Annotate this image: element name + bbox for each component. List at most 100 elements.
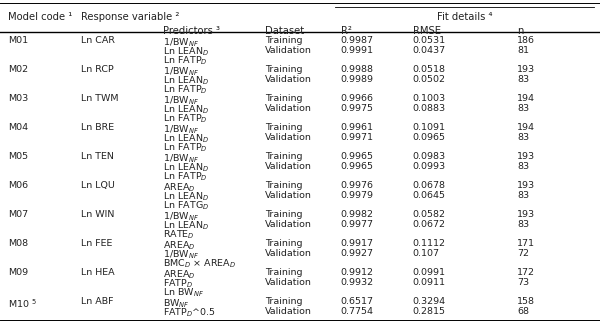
Text: M01: M01 <box>8 36 28 45</box>
Text: M04: M04 <box>8 123 28 132</box>
Text: 0.0518: 0.0518 <box>413 65 446 74</box>
Text: Training: Training <box>265 210 303 219</box>
Text: Ln TEN: Ln TEN <box>81 152 114 161</box>
Text: 0.9982: 0.9982 <box>341 210 374 219</box>
Text: Predictors ³: Predictors ³ <box>163 26 220 36</box>
Text: 0.107: 0.107 <box>413 249 440 258</box>
Text: AREA$_D$: AREA$_D$ <box>163 268 196 281</box>
Text: 0.0531: 0.0531 <box>413 36 446 45</box>
Text: 68: 68 <box>517 307 529 316</box>
Text: 0.2815: 0.2815 <box>413 307 446 316</box>
Text: Validation: Validation <box>265 133 312 142</box>
Text: BMC$_D$ × AREA$_D$: BMC$_D$ × AREA$_D$ <box>163 258 236 270</box>
Text: Ln RCP: Ln RCP <box>81 65 114 74</box>
Text: Validation: Validation <box>265 278 312 286</box>
Text: Model code ¹: Model code ¹ <box>8 12 72 22</box>
Text: 0.9917: 0.9917 <box>341 239 374 248</box>
Text: Validation: Validation <box>265 307 312 316</box>
Text: 0.9991: 0.9991 <box>341 46 374 54</box>
Text: Validation: Validation <box>265 46 312 54</box>
Text: Ln FATP$_D$: Ln FATP$_D$ <box>163 55 208 67</box>
Text: 0.0645: 0.0645 <box>413 191 446 200</box>
Text: 0.7754: 0.7754 <box>341 307 374 316</box>
Text: M07: M07 <box>8 210 28 219</box>
Text: M10 $^5$: M10 $^5$ <box>8 297 37 310</box>
Text: 0.9912: 0.9912 <box>341 268 374 277</box>
Text: n: n <box>517 26 524 36</box>
Text: 0.0991: 0.0991 <box>413 268 446 277</box>
Text: 0.9966: 0.9966 <box>341 94 374 103</box>
Text: 1/BW$_{NF}$: 1/BW$_{NF}$ <box>163 210 199 223</box>
Text: Response variable ²: Response variable ² <box>81 12 179 22</box>
Text: 193: 193 <box>517 65 535 74</box>
Text: 0.9961: 0.9961 <box>341 123 374 132</box>
Text: M08: M08 <box>8 239 28 248</box>
Text: Ln ABF: Ln ABF <box>81 297 113 306</box>
Text: 0.9971: 0.9971 <box>341 133 374 142</box>
Text: 83: 83 <box>517 104 529 112</box>
Text: AREA$_D$: AREA$_D$ <box>163 181 196 194</box>
Text: Validation: Validation <box>265 162 312 170</box>
Text: Training: Training <box>265 268 303 277</box>
Text: 83: 83 <box>517 220 529 228</box>
Text: FATP$_D$^0.5: FATP$_D$^0.5 <box>163 307 217 319</box>
Text: Training: Training <box>265 297 303 306</box>
Text: R²: R² <box>341 26 352 36</box>
Text: 1/BW$_{NF}$: 1/BW$_{NF}$ <box>163 152 199 165</box>
Text: 171: 171 <box>517 239 535 248</box>
Text: Training: Training <box>265 123 303 132</box>
Text: 193: 193 <box>517 210 535 219</box>
Text: 0.9932: 0.9932 <box>341 278 374 286</box>
Text: RMSE: RMSE <box>413 26 441 36</box>
Text: Validation: Validation <box>265 191 312 200</box>
Text: 0.0983: 0.0983 <box>413 152 446 161</box>
Text: Training: Training <box>265 239 303 248</box>
Text: 0.6517: 0.6517 <box>341 297 374 306</box>
Text: Ln LEAN$_D$: Ln LEAN$_D$ <box>163 46 209 58</box>
Text: Ln WIN: Ln WIN <box>81 210 115 219</box>
Text: Ln FATG$_D$: Ln FATG$_D$ <box>163 200 209 212</box>
Text: M05: M05 <box>8 152 28 161</box>
Text: 0.9965: 0.9965 <box>341 152 374 161</box>
Text: Ln FATP$_D$: Ln FATP$_D$ <box>163 84 208 96</box>
Text: 73: 73 <box>517 278 529 286</box>
Text: 81: 81 <box>517 46 529 54</box>
Text: 186: 186 <box>517 36 535 45</box>
Text: Validation: Validation <box>265 75 312 84</box>
Text: 0.9965: 0.9965 <box>341 162 374 170</box>
Text: Training: Training <box>265 36 303 45</box>
Text: Ln LQU: Ln LQU <box>81 181 115 190</box>
Text: 0.1112: 0.1112 <box>413 239 446 248</box>
Text: Training: Training <box>265 94 303 103</box>
Text: 83: 83 <box>517 133 529 142</box>
Text: 0.0437: 0.0437 <box>413 46 446 54</box>
Text: 0.0911: 0.0911 <box>413 278 446 286</box>
Text: FATP$_D$: FATP$_D$ <box>163 278 194 290</box>
Text: 193: 193 <box>517 181 535 190</box>
Text: BW$_{NF}$: BW$_{NF}$ <box>163 297 190 310</box>
Text: 0.1091: 0.1091 <box>413 123 446 132</box>
Text: 0.0582: 0.0582 <box>413 210 446 219</box>
Text: Ln LEAN$_D$: Ln LEAN$_D$ <box>163 75 209 87</box>
Text: Ln FEE: Ln FEE <box>81 239 112 248</box>
Text: 0.9988: 0.9988 <box>341 65 374 74</box>
Text: Ln HEA: Ln HEA <box>81 268 115 277</box>
Text: 0.9976: 0.9976 <box>341 181 374 190</box>
Text: 83: 83 <box>517 75 529 84</box>
Text: Training: Training <box>265 181 303 190</box>
Text: 83: 83 <box>517 162 529 170</box>
Text: 0.9927: 0.9927 <box>341 249 374 258</box>
Text: Ln BRE: Ln BRE <box>81 123 114 132</box>
Text: Ln FATP$_D$: Ln FATP$_D$ <box>163 113 208 125</box>
Text: Ln LEAN$_D$: Ln LEAN$_D$ <box>163 191 209 203</box>
Text: 1/BW$_{NF}$: 1/BW$_{NF}$ <box>163 123 199 136</box>
Text: Validation: Validation <box>265 104 312 112</box>
Text: M03: M03 <box>8 94 28 103</box>
Text: Ln LEAN$_D$: Ln LEAN$_D$ <box>163 104 209 116</box>
Text: Validation: Validation <box>265 249 312 258</box>
Text: 0.0993: 0.0993 <box>413 162 446 170</box>
Text: 0.0965: 0.0965 <box>413 133 446 142</box>
Text: Ln FATP$_D$: Ln FATP$_D$ <box>163 171 208 183</box>
Text: Ln TWM: Ln TWM <box>81 94 119 103</box>
Text: 0.3294: 0.3294 <box>413 297 446 306</box>
